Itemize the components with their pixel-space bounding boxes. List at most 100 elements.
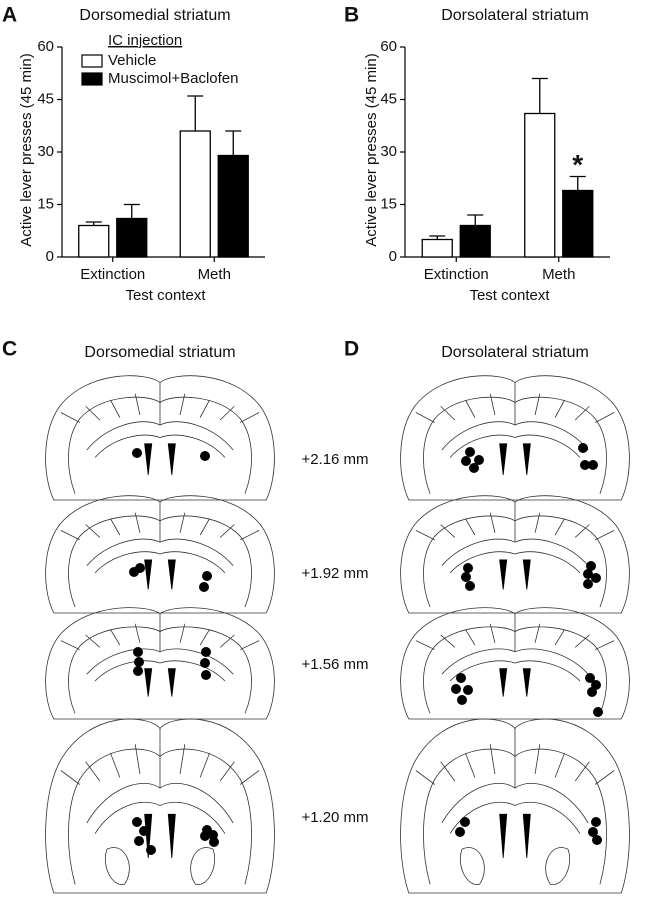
injection-site bbox=[133, 666, 143, 676]
injection-site bbox=[588, 827, 598, 837]
injection-site bbox=[580, 460, 590, 470]
cortical-division bbox=[595, 530, 614, 539]
ventricle bbox=[500, 669, 531, 697]
y-tick-label: 60 bbox=[37, 38, 54, 55]
cortical-division bbox=[180, 394, 185, 415]
y-tick-label: 0 bbox=[389, 248, 397, 265]
y-tick-label: 15 bbox=[37, 195, 54, 212]
cortical-division bbox=[441, 406, 455, 420]
cortical-division bbox=[200, 400, 209, 418]
cortical-division bbox=[135, 744, 140, 774]
injection-site bbox=[456, 673, 466, 683]
panel-label: A bbox=[2, 4, 17, 27]
injection-site bbox=[588, 460, 598, 470]
cortex-boundary bbox=[423, 516, 606, 607]
injection-site bbox=[133, 647, 143, 657]
corpus-callosum bbox=[442, 422, 588, 458]
injection-site bbox=[134, 657, 144, 667]
injection-site bbox=[200, 658, 210, 668]
injection-site bbox=[132, 817, 142, 827]
x-axis-label: Test context bbox=[125, 287, 206, 304]
brain-outline bbox=[46, 608, 275, 719]
cortical-division bbox=[180, 744, 185, 774]
injection-site bbox=[134, 836, 144, 846]
cortical-division bbox=[535, 744, 540, 774]
cortical-division bbox=[110, 519, 119, 536]
cortical-division bbox=[535, 394, 540, 415]
corpus-callosum bbox=[87, 539, 233, 573]
injection-site bbox=[587, 687, 597, 697]
brain-section bbox=[46, 376, 275, 500]
ventricle bbox=[145, 814, 176, 858]
atlas-title: Dorsolateral striatum bbox=[441, 344, 589, 361]
cortical-division bbox=[441, 762, 455, 781]
legend-title: IC injection bbox=[108, 32, 182, 49]
ventricle bbox=[500, 814, 531, 858]
legend-swatch bbox=[81, 54, 103, 68]
cortical-division bbox=[61, 641, 80, 650]
cortical-division bbox=[220, 635, 234, 647]
cortical-division bbox=[240, 641, 259, 650]
cortical-division bbox=[535, 624, 540, 643]
cortical-division bbox=[555, 400, 564, 418]
cortical-division bbox=[575, 406, 589, 420]
panel-label: D bbox=[344, 338, 359, 361]
cortex-boundary bbox=[68, 627, 251, 714]
cortical-division bbox=[240, 771, 259, 785]
cortical-division bbox=[200, 629, 209, 645]
cortical-division bbox=[441, 635, 455, 647]
cortex-boundary bbox=[423, 627, 606, 714]
bar bbox=[116, 217, 148, 258]
cortex-boundary bbox=[423, 397, 606, 494]
injection-site bbox=[583, 579, 593, 589]
injection-site bbox=[469, 463, 479, 473]
cortical-division bbox=[595, 641, 614, 650]
x-axis-label: Test context bbox=[469, 287, 550, 304]
cortical-division bbox=[110, 629, 119, 645]
injection-site bbox=[591, 817, 601, 827]
brain-section bbox=[46, 496, 275, 613]
corpus-callosum bbox=[87, 422, 233, 458]
ventricle bbox=[145, 560, 176, 590]
injection-site bbox=[474, 455, 484, 465]
x-tick-label: Extinction bbox=[80, 266, 145, 283]
cortical-division bbox=[135, 513, 140, 533]
cortical-division bbox=[61, 530, 80, 539]
injection-site bbox=[199, 582, 209, 592]
atlas-title: Dorsomedial striatum bbox=[84, 344, 235, 361]
cortical-division bbox=[86, 406, 100, 420]
cortical-division bbox=[441, 525, 455, 538]
injection-site bbox=[461, 572, 471, 582]
injection-site bbox=[146, 845, 156, 855]
injection-site bbox=[463, 563, 473, 573]
injection-site bbox=[202, 571, 212, 581]
cortical-division bbox=[490, 744, 495, 774]
injection-site bbox=[583, 569, 593, 579]
cortical-division bbox=[86, 525, 100, 538]
injection-site bbox=[578, 443, 588, 453]
cortical-division bbox=[220, 762, 234, 781]
bar bbox=[179, 130, 211, 258]
injection-site bbox=[209, 837, 219, 847]
brain-outline bbox=[401, 376, 630, 500]
y-tick-label: 30 bbox=[380, 143, 397, 160]
injection-site bbox=[200, 451, 210, 461]
cortical-division bbox=[416, 771, 435, 785]
cortical-division bbox=[490, 513, 495, 533]
cortex-boundary bbox=[68, 516, 251, 607]
bar bbox=[459, 224, 491, 258]
cortical-division bbox=[465, 753, 474, 778]
brain-section bbox=[401, 608, 630, 719]
cortical-division bbox=[180, 513, 185, 533]
y-tick-label: 45 bbox=[380, 90, 397, 107]
injection-site bbox=[465, 447, 475, 457]
injection-site bbox=[201, 670, 211, 680]
injection-site bbox=[592, 835, 602, 845]
cortical-division bbox=[61, 771, 80, 785]
y-axis-label: Active lever presses (45 min) bbox=[363, 53, 380, 246]
brain-outline bbox=[46, 376, 275, 500]
brain-outline bbox=[401, 496, 630, 613]
cortical-division bbox=[490, 394, 495, 415]
injection-site bbox=[451, 684, 461, 694]
